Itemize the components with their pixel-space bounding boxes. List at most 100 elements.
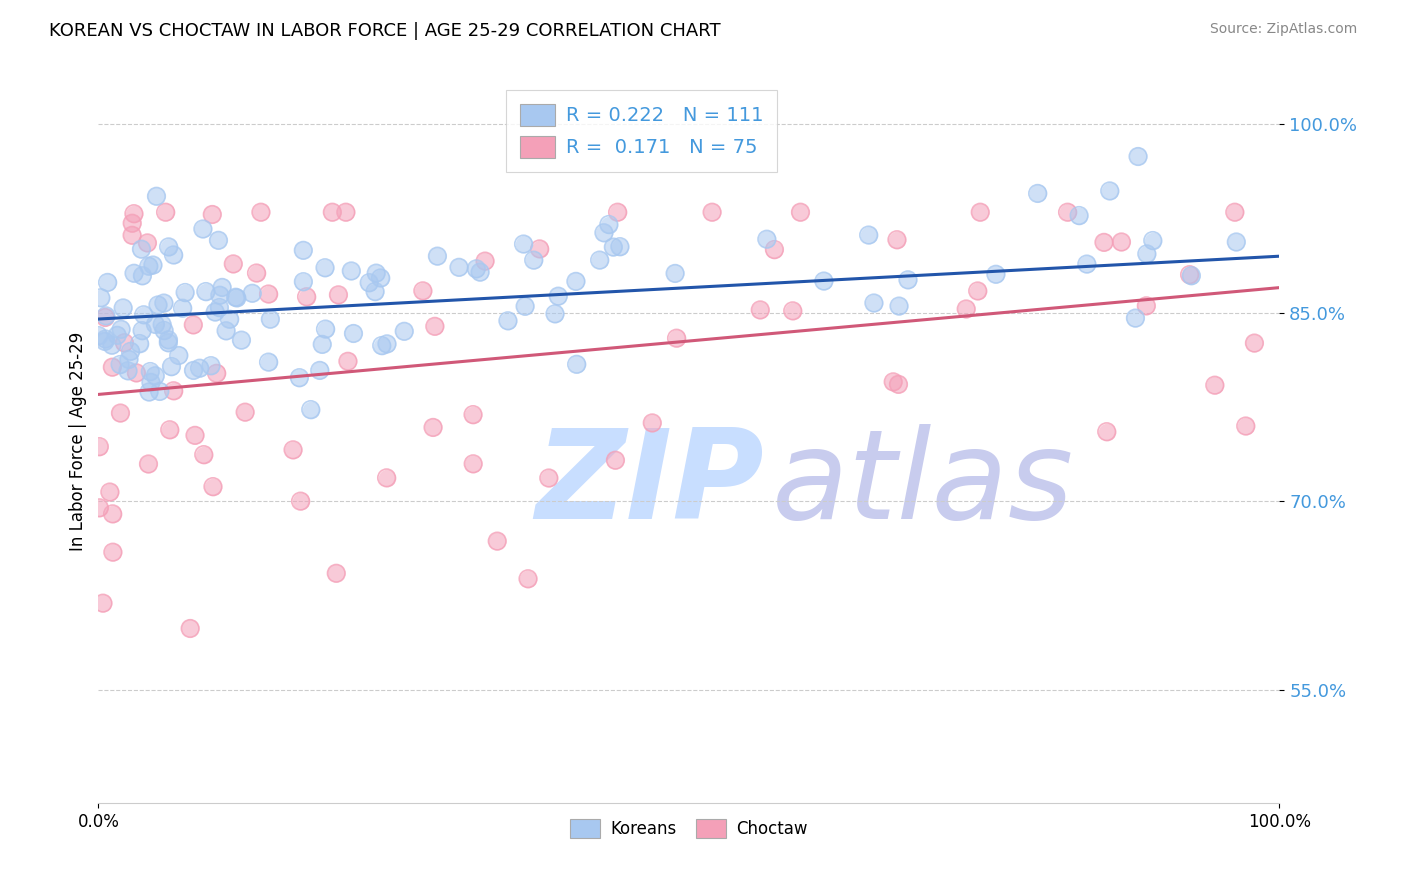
Point [782,303,804,318]
Point [544,307,567,321]
Point [118,352,141,367]
Point [281,442,304,457]
Point [1126,149,1149,163]
Point [394,324,416,338]
Point [136,235,159,250]
Point [118,352,141,367]
Point [257,287,280,301]
Point [121,216,143,230]
Point [513,299,536,313]
Point [897,273,920,287]
Point [529,242,551,256]
Point [328,288,350,302]
Point [364,285,387,299]
Point [1178,268,1201,282]
Point [588,253,610,268]
Point [257,287,280,301]
Point [1223,205,1246,219]
Point [145,318,167,332]
Point [308,363,330,377]
Point [1225,235,1247,249]
Point [110,322,132,336]
Point [153,324,176,338]
Text: KOREAN VS CHOCTAW IN LABOR FORCE | AGE 25-29 CORRELATION CHART: KOREAN VS CHOCTAW IN LABOR FORCE | AGE 2… [49,22,721,40]
Point [94,332,117,346]
Point [544,307,567,321]
Point [117,364,139,378]
Point [179,622,201,636]
Point [101,338,124,352]
Point [257,355,280,369]
Point [94,310,117,325]
Point [1111,235,1133,249]
Point [858,228,880,243]
Point [125,366,148,380]
Point [146,298,169,312]
Point [565,357,588,371]
Point [179,622,201,636]
Point [370,338,392,352]
Point [207,233,229,247]
Point [664,267,686,281]
Point [201,207,224,221]
Point [233,405,256,419]
Point [97,276,120,290]
Point [150,318,173,332]
Point [89,500,111,515]
Point [110,406,132,420]
Point [204,305,226,319]
Point [167,349,190,363]
Point [1125,311,1147,326]
Point [231,333,253,347]
Point [897,273,920,287]
Point [145,318,167,332]
Point [602,240,624,254]
Point [465,261,488,276]
Point [131,324,153,338]
Point [1125,311,1147,326]
Point [1076,257,1098,271]
Point [565,274,588,288]
Point [208,288,231,302]
Point [139,365,162,379]
Point [321,205,343,219]
Point [1204,378,1226,392]
Point [157,240,180,254]
Point [108,358,131,372]
Point [94,309,117,323]
Point [142,258,165,272]
Point [89,440,111,454]
Point [1095,425,1118,439]
Point [101,507,124,521]
Text: atlas: atlas [772,425,1074,545]
Point [259,312,281,326]
Point [375,337,398,351]
Point [422,420,444,434]
Point [342,326,364,341]
Point [157,333,180,347]
Point [606,205,628,219]
Point [447,260,470,275]
Point [314,260,336,275]
Point [1111,235,1133,249]
Point [218,312,240,326]
Point [340,264,363,278]
Point [1067,209,1090,223]
Point [463,457,485,471]
Point [225,291,247,305]
Point [1056,205,1078,219]
Point [299,402,322,417]
Point [886,233,908,247]
Point [1142,234,1164,248]
Point [290,494,312,508]
Point [598,218,620,232]
Point [295,290,318,304]
Point [969,205,991,219]
Point [335,205,357,219]
Point [412,284,434,298]
Point [422,420,444,434]
Point [91,596,114,610]
Point [222,257,245,271]
Point [1135,299,1157,313]
Point [887,377,910,392]
